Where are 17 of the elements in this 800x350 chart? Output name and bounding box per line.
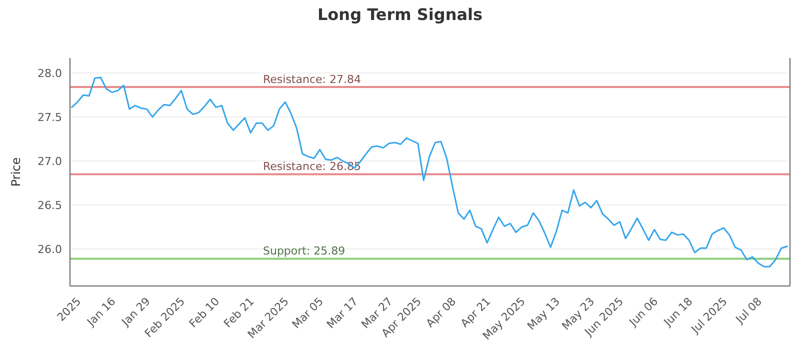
x-tick-label: Jul 08 — [732, 294, 764, 327]
x-tick-label: Mar 17 — [324, 294, 361, 332]
ref-line-label: Support: 25.89 — [263, 244, 346, 258]
y-tick-label: 27.5 — [38, 110, 62, 124]
x-tick-label: Jan 16 — [84, 294, 118, 330]
y-axis-title: Price — [9, 157, 23, 187]
x-tick-label: Apr 08 — [424, 294, 459, 330]
y-tick-label: 26.0 — [38, 242, 62, 256]
chart-title: Long Term Signals — [317, 5, 483, 24]
y-tick-label: 26.5 — [38, 198, 62, 212]
y-tick-label: 27.0 — [38, 154, 62, 168]
x-tick-label: Mar 05 — [290, 294, 326, 332]
x-tick-label: Jun 06 — [626, 294, 661, 330]
y-tick-label: 28.0 — [38, 66, 62, 80]
x-tick-label: Feb 10 — [186, 294, 222, 330]
ref-line-label: Resistance: 27.84 — [263, 73, 361, 86]
line-series — [70, 76, 788, 268]
